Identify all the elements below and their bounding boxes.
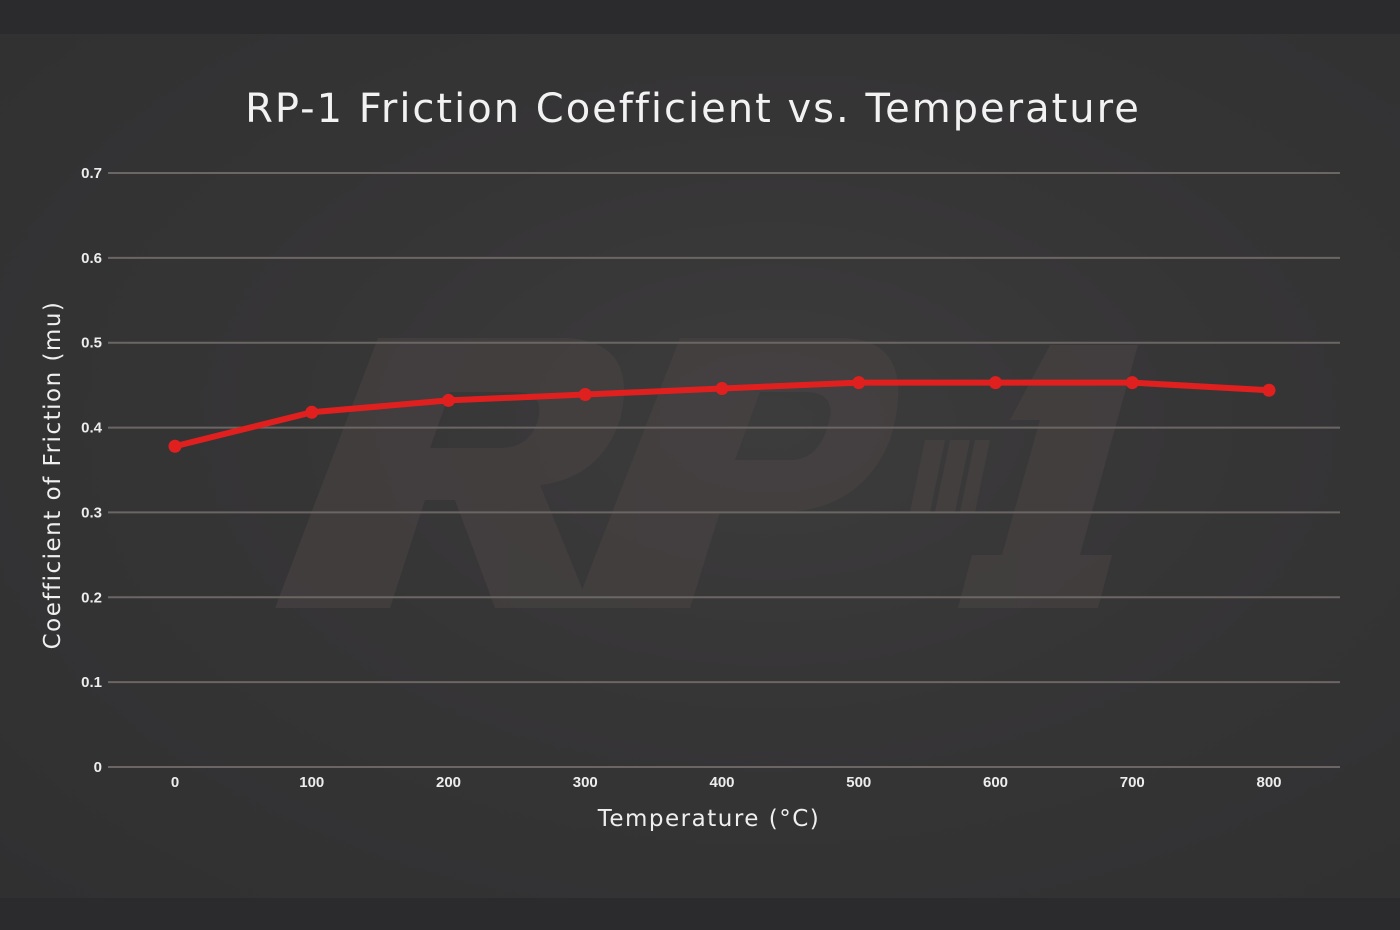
data-point	[442, 393, 455, 407]
y-tick-label: 0	[94, 759, 102, 776]
data-point	[852, 376, 866, 390]
x-tick-label: 400	[709, 774, 734, 791]
data-point	[305, 405, 319, 419]
x-tick-label: 500	[846, 774, 871, 791]
data-point	[168, 439, 182, 453]
y-tick-label: 0.7	[81, 165, 102, 182]
series-layer	[168, 376, 1276, 453]
y-tick-label: 0.5	[81, 335, 102, 352]
x-tick-label: 700	[1120, 774, 1145, 791]
x-tick-label: 200	[436, 774, 461, 791]
y-axis-label: Coefficient of Friction (mu)	[40, 301, 66, 650]
y-axis-ticks: 0 0.1 0.2 0.3 0.4 0.5 0.6 0.7	[81, 165, 103, 776]
data-point	[578, 387, 592, 401]
y-tick-label: 0.3	[81, 504, 102, 521]
y-tick-label: 0.1	[81, 674, 102, 691]
data-point	[1262, 383, 1276, 397]
bottom-band	[0, 898, 1400, 930]
x-tick-label: 800	[1256, 774, 1281, 791]
x-tick-label: 300	[573, 774, 598, 791]
top-band	[0, 0, 1400, 34]
x-axis-label: Temperature (°C)	[597, 806, 821, 832]
rp1-watermark-logo	[275, 338, 1138, 608]
data-point	[989, 376, 1002, 390]
chart-title: RP-1 Friction Coefficient vs. Temperatur…	[245, 86, 1141, 132]
y-tick-label: 0.4	[81, 420, 103, 437]
gridlines	[108, 172, 1340, 768]
x-tick-label: 100	[299, 774, 324, 791]
x-tick-label: 600	[983, 774, 1008, 791]
x-axis-ticks: 0 100 200 300 400 500 600 700 800	[171, 774, 1282, 791]
data-point	[1125, 376, 1139, 390]
x-tick-label: 0	[171, 774, 179, 791]
y-tick-label: 0.2	[81, 589, 102, 606]
y-tick-label: 0.6	[81, 250, 102, 267]
data-point	[715, 382, 729, 396]
